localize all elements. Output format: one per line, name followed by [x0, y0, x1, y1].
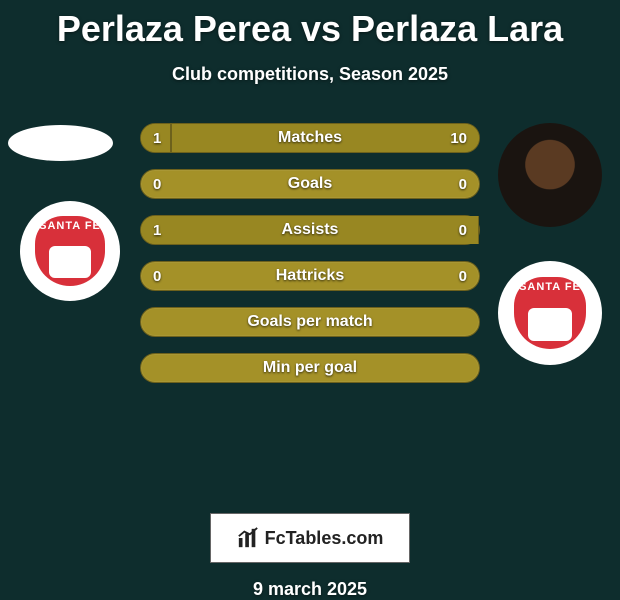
comparison-stage: SANTA FE SANTA FE 110Matches 00Goals 10Ass… [0, 105, 620, 505]
stat-row: 110Matches [140, 123, 480, 153]
comparison-date: 9 march 2025 [0, 579, 620, 600]
club-badge-text: SANTA FE [39, 220, 101, 232]
stat-row: Goals per match [140, 307, 480, 337]
comparison-subtitle: Club competitions, Season 2025 [0, 64, 620, 85]
player-face-icon [498, 123, 602, 227]
stat-label: Min per goal [141, 354, 479, 382]
stat-label: Hattricks [141, 262, 479, 290]
club-badge-shield-icon [49, 246, 91, 278]
stat-label: Goals per match [141, 308, 479, 336]
club-badge-icon: SANTA FE [35, 216, 105, 286]
stat-row: Min per goal [140, 353, 480, 383]
club-badge-icon: SANTA FE [514, 277, 587, 350]
footer-brand[interactable]: FcTables.com [210, 513, 410, 563]
stat-row: 10Assists [140, 215, 480, 245]
stat-label: Goals [141, 170, 479, 198]
player2-club-badge: SANTA FE [498, 261, 602, 365]
stat-row: 00Goals [140, 169, 480, 199]
player1-avatar-placeholder [8, 125, 113, 161]
chart-icon [237, 527, 259, 549]
stat-label: Matches [141, 124, 479, 152]
club-badge-shield-icon [528, 308, 572, 341]
club-badge-text: SANTA FE [519, 281, 581, 293]
player1-club-badge: SANTA FE [20, 201, 120, 301]
player2-avatar [498, 123, 602, 227]
comparison-title: Perlaza Perea vs Perlaza Lara [0, 0, 620, 50]
footer-brand-text: FcTables.com [265, 528, 384, 549]
stat-bars: 110Matches 00Goals 10Assists 00Hattricks Goa… [140, 123, 480, 399]
stat-label: Assists [141, 216, 479, 244]
stat-row: 00Hattricks [140, 261, 480, 291]
